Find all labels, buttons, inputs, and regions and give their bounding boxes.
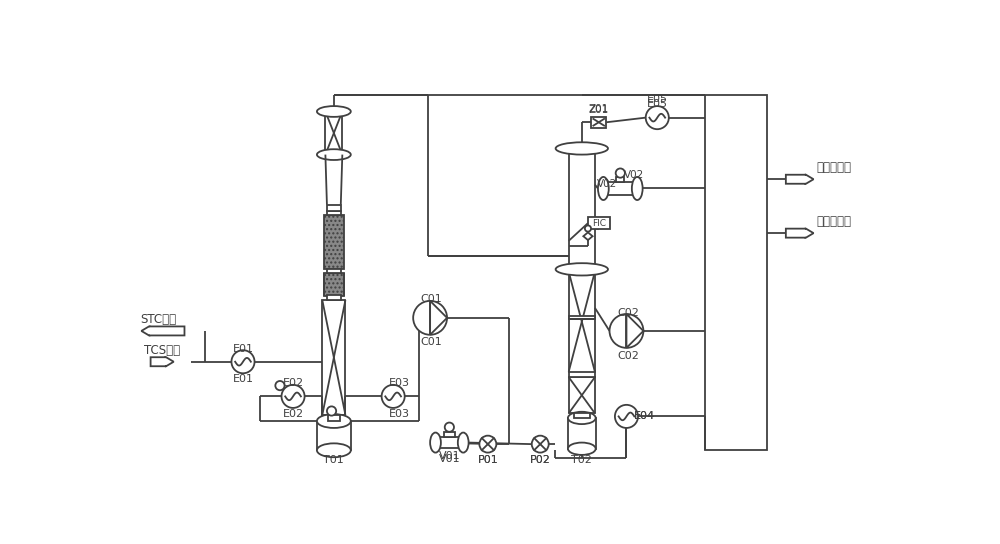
Text: E04: E04 — [634, 411, 655, 422]
Text: P02: P02 — [530, 455, 551, 465]
Bar — [588, 217, 610, 229]
Polygon shape — [583, 232, 593, 240]
Text: Z01: Z01 — [589, 104, 609, 114]
Text: E02: E02 — [282, 409, 304, 419]
Circle shape — [532, 436, 549, 453]
Text: 硅烷去罐装: 硅烷去罐装 — [817, 215, 852, 228]
Circle shape — [479, 436, 496, 453]
Circle shape — [413, 301, 447, 335]
Polygon shape — [430, 301, 447, 335]
Bar — [569, 316, 595, 319]
Bar — [327, 211, 341, 215]
Ellipse shape — [458, 432, 469, 453]
Circle shape — [282, 385, 305, 408]
Bar — [328, 415, 340, 421]
Circle shape — [616, 169, 625, 178]
Text: V01: V01 — [439, 454, 460, 463]
Polygon shape — [786, 228, 814, 238]
Circle shape — [275, 381, 285, 390]
Ellipse shape — [317, 443, 351, 457]
Polygon shape — [786, 174, 814, 184]
Bar — [569, 371, 595, 377]
Text: P02: P02 — [530, 455, 551, 465]
Text: 尾气去焚烧: 尾气去焚烧 — [817, 161, 852, 174]
Text: E03: E03 — [389, 409, 410, 419]
Text: FIC: FIC — [592, 219, 606, 227]
Polygon shape — [151, 357, 174, 367]
Ellipse shape — [568, 412, 596, 424]
Circle shape — [445, 423, 454, 432]
Bar — [324, 273, 344, 296]
Text: V01: V01 — [439, 452, 460, 461]
Text: E01: E01 — [232, 374, 254, 385]
Text: P01: P01 — [477, 455, 498, 465]
Bar — [436, 437, 463, 448]
Ellipse shape — [317, 149, 351, 160]
Bar — [325, 112, 342, 154]
Text: V02: V02 — [624, 170, 644, 181]
Ellipse shape — [568, 443, 596, 455]
Text: E02: E02 — [282, 378, 304, 388]
Text: STC采出: STC采出 — [140, 313, 176, 326]
Ellipse shape — [317, 414, 351, 428]
Polygon shape — [626, 314, 643, 348]
Circle shape — [327, 406, 336, 416]
Bar — [324, 215, 344, 269]
Bar — [327, 205, 341, 211]
Bar — [568, 418, 596, 449]
Text: Z01: Z01 — [589, 105, 609, 115]
Text: T02: T02 — [571, 455, 592, 465]
Circle shape — [610, 314, 643, 348]
Circle shape — [585, 225, 591, 232]
Bar — [327, 269, 341, 273]
Text: E03: E03 — [389, 378, 410, 388]
Bar — [574, 413, 590, 418]
Circle shape — [231, 350, 255, 373]
Text: E04: E04 — [634, 411, 655, 422]
Text: V02: V02 — [597, 179, 617, 189]
Bar — [569, 377, 595, 413]
Ellipse shape — [632, 177, 643, 200]
Bar — [705, 95, 767, 450]
Bar — [317, 421, 351, 450]
Text: P01: P01 — [477, 455, 498, 465]
Ellipse shape — [556, 263, 608, 275]
Bar — [327, 295, 341, 300]
Bar — [603, 182, 637, 195]
Bar — [444, 432, 455, 437]
Ellipse shape — [556, 143, 608, 154]
Bar — [569, 271, 595, 372]
Circle shape — [646, 106, 669, 129]
Bar — [616, 177, 624, 182]
Text: T01: T01 — [323, 455, 344, 465]
Text: E05: E05 — [647, 94, 668, 104]
Bar — [322, 300, 345, 415]
Ellipse shape — [430, 432, 441, 453]
Text: C01: C01 — [421, 337, 443, 348]
Circle shape — [615, 405, 638, 428]
Polygon shape — [141, 326, 184, 336]
Ellipse shape — [317, 106, 351, 117]
Text: C01: C01 — [421, 294, 443, 304]
Text: E05: E05 — [647, 99, 668, 109]
Text: C02: C02 — [617, 308, 639, 318]
Bar — [569, 149, 595, 269]
Text: E01: E01 — [232, 344, 254, 354]
Circle shape — [382, 385, 405, 408]
Text: TCS进料: TCS进料 — [144, 344, 181, 357]
Text: C02: C02 — [617, 350, 639, 361]
Bar — [591, 117, 606, 128]
Ellipse shape — [598, 177, 609, 200]
